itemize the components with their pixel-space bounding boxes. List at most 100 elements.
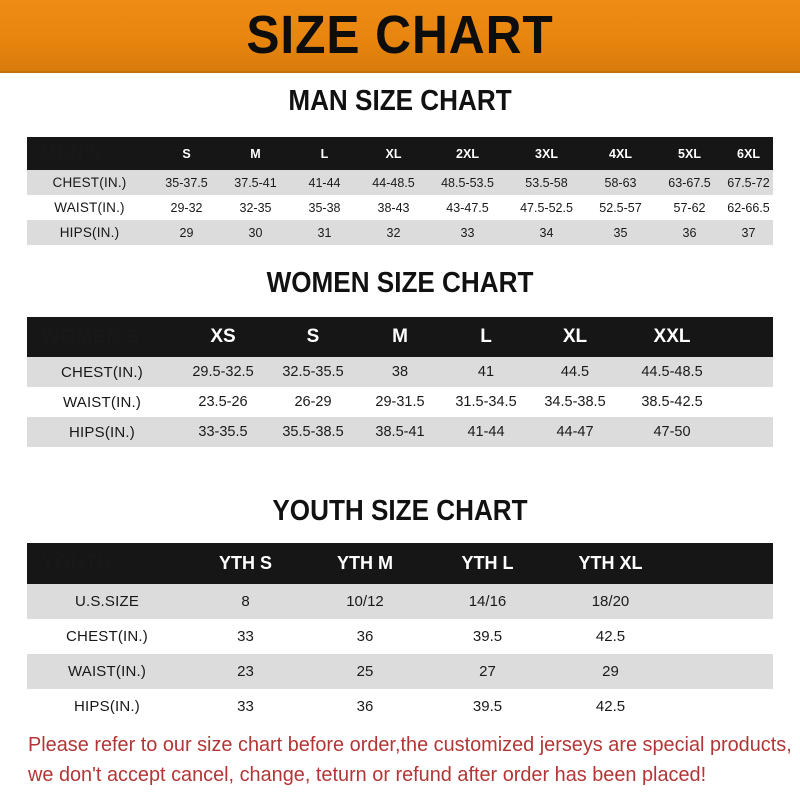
women-cell-2-3: 41-44: [443, 417, 529, 447]
men-row-label-1: WAIST(IN.): [27, 195, 152, 220]
men-cell-0-8: 67.5-72: [724, 170, 773, 195]
women-table-body: WOMEN'S XS S M L XL XXL CHEST(IN.) 29.5-32.5 32.5…: [27, 317, 773, 447]
youth-row-label-0: U.S.SIZE: [27, 584, 187, 619]
table-row: WAIST(IN.) 23.5-26 26-29 29-31.5 31.5-34.5 34…: [27, 387, 773, 417]
youth-table-body: YOUTH YTH S YTH M YTH L YTH XL U.S.SIZE 8 10/12…: [27, 543, 773, 724]
men-row-label-2: HIPS(IN.): [27, 220, 152, 245]
women-size-header-2: M: [357, 317, 443, 357]
women-cell-1-2: 29-31.5: [357, 387, 443, 417]
women-cell-1-3: 31.5-34.5: [443, 387, 529, 417]
men-size-header-2: L: [290, 137, 359, 170]
youth-header-row: YOUTH YTH S YTH M YTH L YTH XL: [27, 543, 773, 584]
table-row: HIPS(IN.) 33 36 39.5 42.5: [27, 689, 773, 724]
men-cell-2-1: 30: [221, 220, 290, 245]
women-row-label-0: CHEST(IN.): [27, 357, 177, 387]
youth-cell-3-3: 42.5: [549, 689, 672, 724]
section-title-youth: YOUTH SIZE CHART: [272, 495, 528, 527]
women-cell-1-0: 23.5-26: [177, 387, 269, 417]
women-cell-2-2: 38.5-41: [357, 417, 443, 447]
men-cell-0-4: 48.5-53.5: [428, 170, 507, 195]
men-cell-1-2: 35-38: [290, 195, 359, 220]
men-cell-1-7: 57-62: [655, 195, 724, 220]
men-cell-2-4: 33: [428, 220, 507, 245]
youth-size-header-0: YTH S: [187, 543, 304, 584]
men-size-header-5: 3XL: [507, 137, 586, 170]
women-cell-2-0: 33-35.5: [177, 417, 269, 447]
women-cell-2-5: 47-50: [621, 417, 723, 447]
men-size-table: MEN'S S M L XL 2XL 3XL 4XL 5XL 6XL CHEST(IN.) 35-37…: [27, 137, 773, 245]
table-row: WAIST(IN.) 23 25 27 29: [27, 654, 773, 689]
men-header-row: MEN'S S M L XL 2XL 3XL 4XL 5XL 6XL: [27, 137, 773, 170]
youth-cell-0-3: 18/20: [549, 584, 672, 619]
men-cell-0-0: 35-37.5: [152, 170, 221, 195]
men-size-header-7: 5XL: [655, 137, 724, 170]
women-cell-pad-1-7: [723, 387, 773, 417]
men-cell-1-6: 52.5-57: [586, 195, 655, 220]
order-notice: Please refer to our size chart before or…: [28, 730, 792, 790]
men-size-header-4: 2XL: [428, 137, 507, 170]
youth-cell-1-1: 36: [304, 619, 426, 654]
table-row: U.S.SIZE 8 10/12 14/16 18/20: [27, 584, 773, 619]
men-cell-0-2: 41-44: [290, 170, 359, 195]
men-cell-2-3: 32: [359, 220, 428, 245]
section-title-women: WOMEN SIZE CHART: [266, 267, 534, 299]
women-size-table: WOMEN'S XS S M L XL XXL CHEST(IN.) 29.5-32.5 32.5…: [27, 317, 773, 447]
youth-cell-3-2: 39.5: [426, 689, 549, 724]
youth-row-label-2: WAIST(IN.): [27, 654, 187, 689]
men-cell-1-5: 47.5-52.5: [507, 195, 586, 220]
women-header-row: WOMEN'S XS S M L XL XXL: [27, 317, 773, 357]
women-row-label-2: HIPS(IN.): [27, 417, 177, 447]
men-cell-1-8: 62-66.5: [724, 195, 773, 220]
table-row: HIPS(IN.) 33-35.5 35.5-38.5 38.5-41 41-44 44-…: [27, 417, 773, 447]
youth-cell-pad-2-5: [672, 654, 773, 689]
youth-cell-pad-0-5: [672, 584, 773, 619]
men-cell-2-8: 37: [724, 220, 773, 245]
order-notice-line-2: we don't accept cancel, change, teturn o…: [28, 763, 707, 786]
women-size-header-4: XL: [529, 317, 621, 357]
youth-cell-3-1: 36: [304, 689, 426, 724]
women-cell-0-2: 38: [357, 357, 443, 387]
women-cell-0-0: 29.5-32.5: [177, 357, 269, 387]
youth-header-pad-5: [672, 543, 773, 584]
youth-row-label-1: CHEST(IN.): [27, 619, 187, 654]
men-cell-0-6: 58-63: [586, 170, 655, 195]
women-size-header-3: L: [443, 317, 529, 357]
men-cell-2-7: 36: [655, 220, 724, 245]
women-cell-2-4: 44-47: [529, 417, 621, 447]
youth-size-header-2: YTH L: [426, 543, 549, 584]
youth-cell-0-0: 8: [187, 584, 304, 619]
women-header-label: WOMEN'S: [27, 317, 177, 357]
table-row: WAIST(IN.) 29-32 32-35 35-38 38-43 43-47.5 47.…: [27, 195, 773, 220]
men-table-body: MEN'S S M L XL 2XL 3XL 4XL 5XL 6XL CHEST(IN.) 35-37…: [27, 137, 773, 245]
youth-size-table: YOUTH YTH S YTH M YTH L YTH XL U.S.SIZE 8 10/12…: [27, 543, 773, 724]
youth-cell-pad-3-5: [672, 689, 773, 724]
youth-cell-2-3: 29: [549, 654, 672, 689]
table-row: CHEST(IN.) 29.5-32.5 32.5-35.5 38 41 44.5 44.5…: [27, 357, 773, 387]
youth-cell-0-2: 14/16: [426, 584, 549, 619]
men-size-header-3: XL: [359, 137, 428, 170]
youth-cell-1-0: 33: [187, 619, 304, 654]
youth-size-header-1: YTH M: [304, 543, 426, 584]
men-cell-1-4: 43-47.5: [428, 195, 507, 220]
men-size-header-0: S: [152, 137, 221, 170]
women-cell-2-1: 35.5-38.5: [269, 417, 357, 447]
men-cell-1-0: 29-32: [152, 195, 221, 220]
table-row: CHEST(IN.) 33 36 39.5 42.5: [27, 619, 773, 654]
women-cell-1-5: 38.5-42.5: [621, 387, 723, 417]
youth-cell-2-0: 23: [187, 654, 304, 689]
men-cell-0-7: 63-67.5: [655, 170, 724, 195]
women-cell-0-3: 41: [443, 357, 529, 387]
women-cell-pad-0-7: [723, 357, 773, 387]
women-cell-0-4: 44.5: [529, 357, 621, 387]
men-cell-1-3: 38-43: [359, 195, 428, 220]
men-size-header-8: 6XL: [724, 137, 773, 170]
youth-cell-1-2: 39.5: [426, 619, 549, 654]
men-cell-2-6: 35: [586, 220, 655, 245]
youth-cell-1-3: 42.5: [549, 619, 672, 654]
order-notice-line-1: Please refer to our size chart before or…: [28, 733, 792, 756]
women-header-pad-7: [723, 317, 773, 357]
men-size-header-1: M: [221, 137, 290, 170]
men-cell-2-0: 29: [152, 220, 221, 245]
youth-size-header-3: YTH XL: [549, 543, 672, 584]
